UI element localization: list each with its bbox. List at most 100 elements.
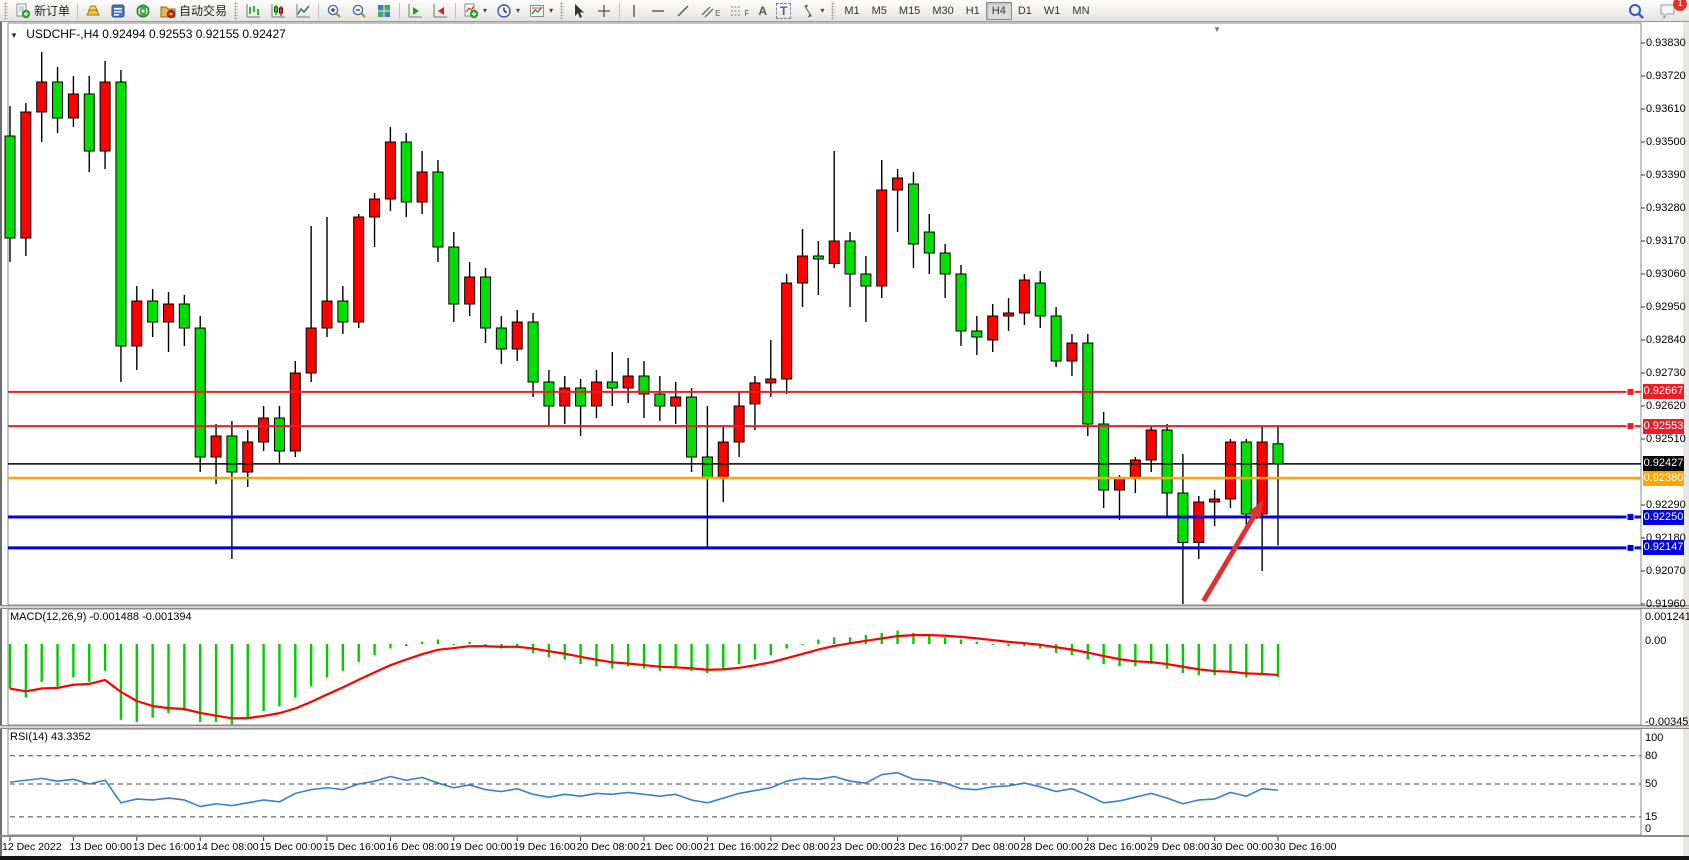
main-toolbar: 新订单 自动交易 ▾ (0, 0, 1689, 22)
fibonacci-tool-button[interactable]: F (725, 1, 753, 21)
price-level-badge: 0.92553 (1643, 418, 1684, 434)
trendline-tool-button[interactable] (671, 1, 695, 21)
channel-letter: E (715, 9, 721, 18)
macd-axis-label: 0.001241 (1645, 610, 1689, 623)
price-axis-label: 0.92290 (1646, 498, 1686, 511)
price-axis-label: 0.91960 (1646, 597, 1686, 610)
price-axis-label: 0.92950 (1646, 300, 1686, 313)
price-axis-label: 0.92070 (1646, 564, 1686, 577)
auto-scroll-button[interactable] (403, 1, 427, 21)
macd-name: MACD(12,26,9) (10, 611, 87, 623)
zoom-in-button[interactable] (322, 1, 346, 21)
price-axis-label: 0.93610 (1646, 102, 1686, 115)
chevron-down-icon: ▾ (483, 6, 488, 15)
autotrade-button[interactable]: 自动交易 (156, 1, 231, 21)
indicators-button[interactable]: ▾ (459, 1, 491, 21)
horizontal-line-tool-button[interactable] (646, 1, 670, 21)
new-order-label: 新订单 (34, 4, 71, 18)
gold-symbols-button[interactable] (81, 1, 105, 21)
timeframe-m5[interactable]: M5 (871, 4, 887, 17)
templates-button[interactable]: ▾ (525, 1, 557, 21)
time-axis-label: 21 Dec 00:00 (640, 841, 703, 853)
symbol-menu-icon[interactable]: ▼ (10, 31, 18, 40)
price-axis-label: 0.92620 (1646, 399, 1686, 412)
timeframe-m1[interactable]: M1 (844, 4, 860, 17)
macd-indicator-label: MACD(12,26,9) -0.001488 -0.001394 (10, 611, 192, 623)
chevron-down-icon: ▾ (820, 6, 825, 15)
price-axis-label: 0.93060 (1646, 267, 1686, 280)
price-shift-marker[interactable]: ▼ (1213, 25, 1221, 34)
time-axis-label: 21 Dec 16:00 (703, 841, 766, 853)
price-level-badge: 0.92147 (1643, 540, 1684, 556)
price-axis-label: 0.92840 (1646, 333, 1686, 346)
chevron-down-icon: ▾ (516, 6, 521, 15)
toolbar-separator (455, 2, 457, 19)
window-right-edge (1683, 22, 1689, 860)
chart-window[interactable] (0, 22, 1689, 860)
toolbar-grip[interactable] (560, 1, 565, 20)
toolbar-grip[interactable] (234, 1, 239, 20)
macd-axis-label: 0.00 (1645, 634, 1667, 647)
timeframe-m15[interactable]: M15 (898, 4, 921, 17)
window-bottom-edge (0, 856, 1689, 860)
pane-divider-macd[interactable] (0, 605, 1689, 609)
timeframe-d1[interactable]: D1 (1017, 4, 1032, 17)
toolbar-grip[interactable] (831, 1, 836, 20)
line-chart-mode-button[interactable] (291, 1, 315, 21)
time-axis-label: 15 Dec 00:00 (259, 841, 323, 853)
signals-button[interactable] (131, 1, 155, 21)
chart-shift-button[interactable] (428, 1, 452, 21)
time-axis-label: 23 Dec 00:00 (830, 841, 893, 853)
time-axis-label: 28 Dec 16:00 (1083, 841, 1147, 853)
crosshair-tool-button[interactable] (592, 1, 616, 21)
macd-axis-label: -0.003459 (1645, 715, 1689, 728)
timeframe-mn[interactable]: MN (1072, 4, 1090, 17)
time-axis-divider[interactable] (0, 835, 1689, 837)
bar-chart-mode-button[interactable] (241, 1, 265, 21)
text-tool-button[interactable]: A (754, 1, 771, 21)
tile-windows-button[interactable] (372, 1, 396, 21)
zoom-out-button[interactable] (347, 1, 371, 21)
timeframe-m30[interactable]: M30 (932, 4, 954, 17)
time-axis-label: 13 Dec 00:00 (69, 841, 132, 853)
candle-chart-mode-button[interactable] (266, 1, 290, 21)
fibo-letter: F (744, 9, 750, 18)
text-label-tool-button[interactable]: T (772, 1, 795, 21)
toolbar-separator (318, 2, 320, 19)
ohlc-values: 0.92494 0.92553 0.92155 0.92427 (102, 27, 286, 41)
time-axis-label: 19 Dec 00:00 (449, 841, 513, 853)
new-order-button[interactable]: 新订单 (11, 1, 74, 21)
pane-divider-rsi[interactable] (0, 725, 1689, 729)
price-level-badge: 0.92667 (1643, 384, 1684, 400)
rsi-indicator-label: RSI(14) 43.3352 (10, 731, 91, 743)
time-axis-label: 28 Dec 00:00 (1020, 841, 1083, 853)
time-axis-label: 23 Dec 16:00 (893, 841, 957, 853)
cursor-tool-button[interactable] (567, 1, 591, 21)
new-order-icon (15, 3, 31, 19)
chart-title: ▼ USDCHF-,H4 0.92494 0.92553 0.92155 0.9… (10, 27, 286, 41)
price-axis-label: 0.93830 (1646, 36, 1686, 49)
vertical-line-tool-button[interactable] (623, 1, 645, 21)
chevron-down-icon: ▾ (549, 6, 554, 15)
price-axis-label: 0.93720 (1646, 69, 1686, 82)
channel-tool-button[interactable]: E (696, 1, 724, 21)
toolbar-separator (619, 2, 621, 19)
price-axis-label: 0.93280 (1646, 201, 1686, 214)
periods-button[interactable]: ▾ (492, 1, 524, 21)
timeframe-w1[interactable]: W1 (1043, 4, 1061, 17)
rsi-axis-label: 100 (1645, 731, 1664, 744)
time-axis-label: 14 Dec 08:00 (196, 841, 259, 853)
search-icon[interactable] (1623, 1, 1649, 21)
arrows-tool-button[interactable]: ▾ (796, 1, 828, 21)
time-axis-label: 12 Dec 2022 (2, 841, 62, 853)
price-level-badge: 0.92250 (1643, 509, 1684, 525)
toolbar-grip[interactable] (4, 1, 8, 20)
time-axis-label: 22 Dec 08:00 (766, 841, 830, 853)
symbol-period-label: USDCHF-,H4 (26, 27, 99, 41)
timeframe-h4[interactable]: H4 (985, 1, 1012, 20)
market-watch-button[interactable] (106, 1, 130, 21)
time-axis-label: 19 Dec 16:00 (513, 841, 576, 853)
notifications-button[interactable]: 1 (1655, 0, 1687, 21)
rsi-axis-label: 0 (1645, 822, 1652, 835)
timeframe-h1[interactable]: H1 (965, 4, 980, 17)
